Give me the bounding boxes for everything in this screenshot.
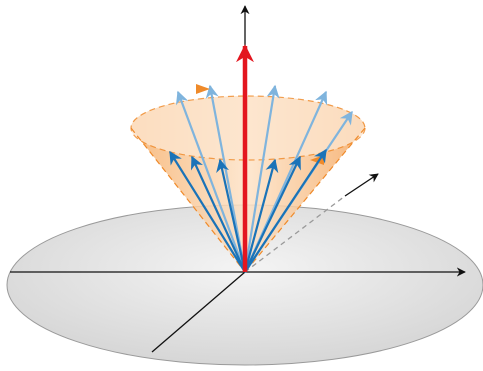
rim-arrow — [196, 84, 210, 94]
y-axis — [344, 173, 379, 197]
cone-edge — [130, 127, 246, 273]
cone-rim — [130, 95, 366, 161]
z-axis — [151, 271, 246, 353]
y-axis-hidden — [244, 195, 346, 273]
cone-edge — [244, 127, 366, 273]
front-vectors — [169, 148, 327, 273]
